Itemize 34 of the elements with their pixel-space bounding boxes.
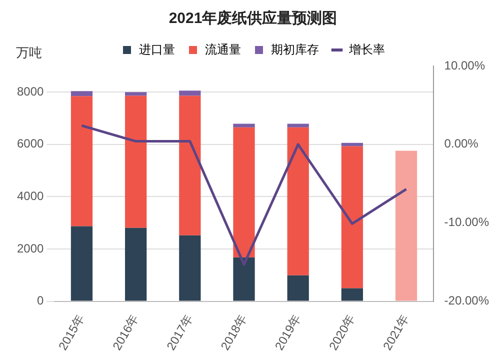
bar [70, 96, 93, 226]
legend-label: 进口量 [139, 42, 175, 56]
bar [233, 127, 255, 258]
bar [395, 150, 418, 301]
y2-tick-label: -20.00% [444, 294, 490, 308]
y-tick-label: 2000 [16, 241, 44, 256]
bar [233, 257, 255, 301]
bar [287, 124, 309, 128]
y2-tick-label: -10.00% [444, 215, 490, 230]
legend-label: 增长率 [348, 42, 385, 56]
y-tick-label: 4000 [16, 189, 44, 204]
bar [287, 275, 309, 301]
bar [179, 96, 201, 236]
bar [233, 124, 255, 128]
bar [287, 127, 309, 276]
y2-tick-label: 10.00% [444, 58, 486, 72]
bar [125, 228, 147, 301]
bar [70, 91, 93, 96]
y-tick-label: 8000 [16, 84, 44, 98]
chart-title: 2021年废纸供应量预测图 [168, 9, 338, 28]
legend-label: 流通量 [205, 42, 241, 56]
bar [341, 146, 363, 288]
bar [179, 90, 201, 96]
y-tick-label: 0 [37, 294, 44, 308]
bar [341, 142, 363, 146]
legend-label: 期初库存 [271, 42, 319, 56]
bar [70, 226, 93, 301]
bar [125, 96, 147, 228]
y2-tick-label: 0.00% [444, 136, 479, 151]
y-tick-label: 6000 [16, 136, 44, 151]
bar [179, 235, 201, 301]
bar [125, 92, 147, 96]
bar [341, 288, 363, 301]
y-axis-title: 万吨 [16, 45, 42, 62]
